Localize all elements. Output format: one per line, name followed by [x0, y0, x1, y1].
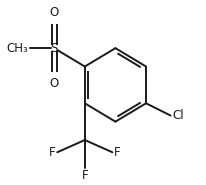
Text: O: O — [49, 6, 59, 19]
Text: O: O — [49, 77, 59, 90]
Text: S: S — [50, 42, 58, 55]
Text: CH₃: CH₃ — [6, 42, 28, 55]
Text: F: F — [81, 169, 88, 182]
Text: F: F — [113, 146, 120, 159]
Text: Cl: Cl — [171, 109, 183, 122]
Text: F: F — [49, 146, 55, 159]
